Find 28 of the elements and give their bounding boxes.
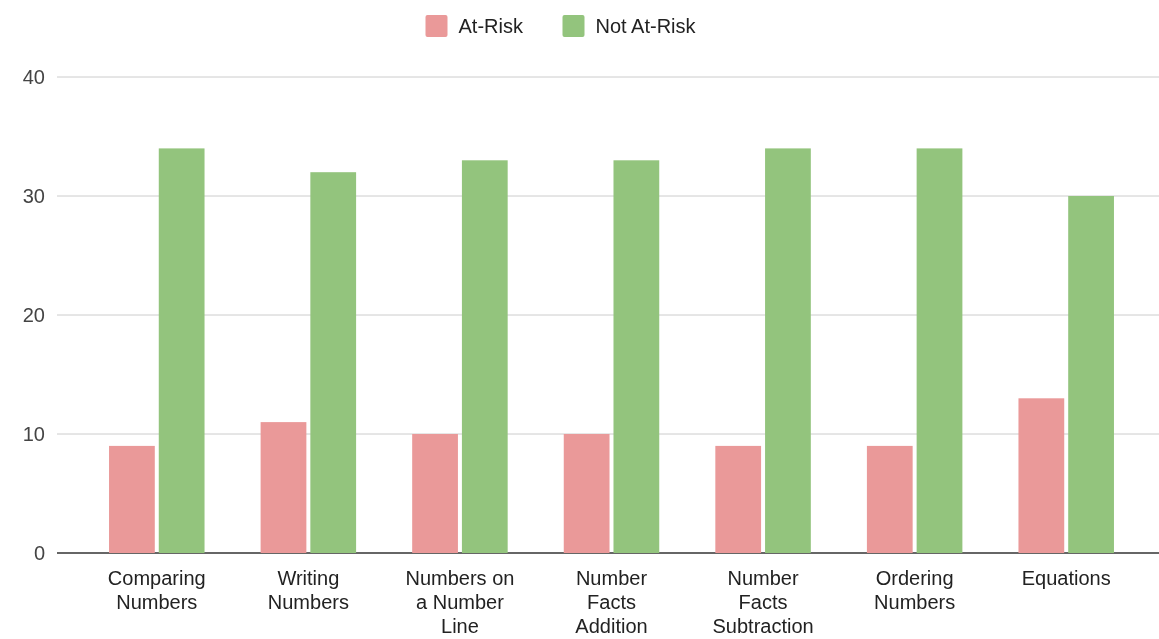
bar xyxy=(461,160,508,553)
bar xyxy=(109,445,155,553)
x-tick-label: Ordering Numbers xyxy=(874,567,956,613)
x-tick-label: Writing Numbers xyxy=(267,567,349,613)
bar xyxy=(412,434,458,553)
bar xyxy=(1068,196,1114,553)
bar xyxy=(563,434,610,553)
y-tick-label: 30 xyxy=(22,185,45,207)
bar xyxy=(715,445,762,553)
bar xyxy=(158,148,205,553)
bar xyxy=(260,422,307,553)
y-tick-label: 10 xyxy=(22,423,45,445)
bar xyxy=(1018,398,1065,553)
x-tick-label: Number Facts Addition xyxy=(575,567,648,637)
bar xyxy=(765,148,811,553)
bar xyxy=(310,172,357,553)
legend-label: Not At-Risk xyxy=(595,15,697,37)
bar xyxy=(866,445,913,553)
x-tick-label: Equations xyxy=(1021,567,1111,589)
x-tick-label: Number Facts Subtraction xyxy=(712,567,814,637)
legend-label: At-Risk xyxy=(458,15,524,37)
y-tick-label: 40 xyxy=(22,66,45,88)
bar xyxy=(613,160,660,553)
y-tick-label: 0 xyxy=(33,542,45,564)
bar xyxy=(916,148,963,553)
x-tick-label: Comparing Numbers xyxy=(107,567,206,613)
x-tick-label: Numbers on a Number Line xyxy=(405,567,515,637)
y-tick-label: 20 xyxy=(22,304,45,326)
